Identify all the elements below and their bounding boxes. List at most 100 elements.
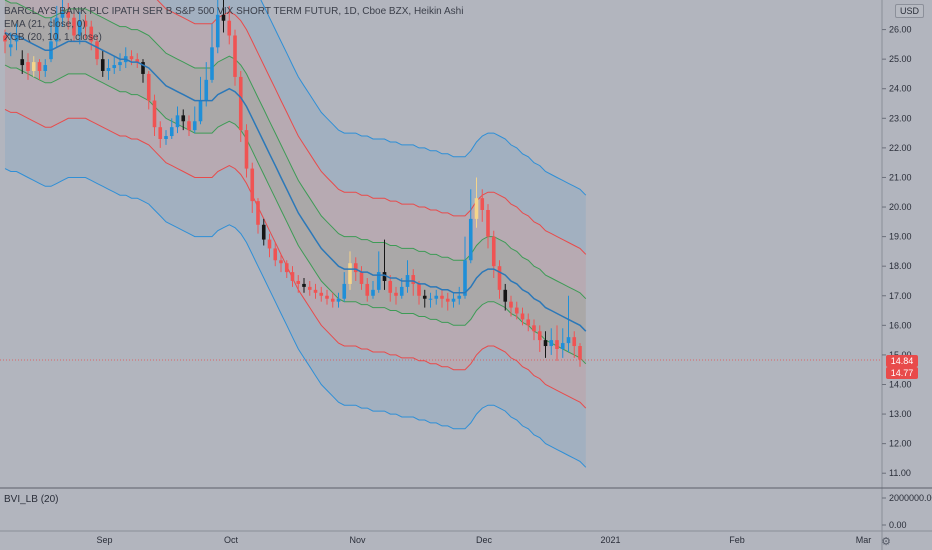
candle-body [572,337,577,347]
time-axis[interactable]: SepOctNovDec2021FebMarAprMayJun [0,530,932,545]
candle [509,295,513,317]
candle [72,11,76,42]
candle-body [118,62,122,66]
candle-body [3,35,7,42]
candle-body [578,346,582,360]
candle [233,29,237,86]
candle [457,286,462,305]
candle [279,254,283,273]
candle [8,32,13,57]
candle [221,0,226,33]
candle [37,59,42,80]
candle [296,275,301,293]
candle [26,53,30,80]
candle-body [66,11,71,18]
candle-body [480,198,485,210]
time-tick-label: Oct [224,535,239,545]
candle-body [543,340,548,347]
candle [152,94,157,137]
candlesticks [3,0,582,367]
time-tick-label: Mar [856,535,872,545]
candle-body [250,168,255,202]
candle-body [37,62,42,71]
candle-body [486,209,490,237]
price-axis[interactable]: 11.00 12.00 13.00 14.00 15.00 16.00 17.00 18.00… [881,0,912,550]
price-tick-label: 12.00 [889,439,912,449]
candle-body [256,201,260,225]
candle [491,230,496,279]
candle [319,286,324,302]
outer-band-fill-lower [5,109,586,468]
candle [261,218,266,246]
candle-body [520,313,525,320]
candle-body [451,298,456,302]
candle [422,289,427,308]
price-tick-label: 13.00 [889,409,912,419]
candle [394,286,398,305]
candle-body [31,62,36,71]
candle [503,283,508,311]
candle-body [325,295,329,299]
ema-line [4,31,587,332]
candle [543,331,548,358]
candle-body [233,35,237,77]
candle-body [417,283,421,296]
candle [336,292,341,308]
candle [192,106,197,134]
candle-body [60,11,65,18]
candle [428,292,433,308]
candle [434,289,439,305]
candle [20,50,25,74]
candle [250,162,255,213]
candle-body [307,286,312,290]
time-tick-label: Dec [476,535,493,545]
legend-ema[interactable]: EMA (21, close, 0) [4,19,86,30]
candle-body [376,272,381,290]
candle-body [468,218,473,261]
candle [54,5,59,48]
mid-band-lower [4,108,587,409]
outer-band-lower [4,168,587,468]
candle-body [77,20,82,36]
candle-body [158,127,163,140]
candle [290,266,295,287]
candle [227,5,232,45]
price-tick-label: 20.00 [889,202,912,212]
candle-body [365,283,370,296]
candle-body [566,337,571,344]
candle-body [279,260,283,264]
candle-body [428,298,433,300]
price-tick-label: 24.00 [889,84,912,94]
legend-xcb[interactable]: XCB (20, 10, 1, close) [4,32,102,43]
candle-body [394,292,398,296]
candle-body [20,59,25,66]
settings-gear-icon[interactable]: ⚙ [881,536,891,548]
candle-body [169,127,174,137]
candle [480,189,485,222]
candle-body [440,295,444,299]
candle [313,283,318,299]
candle [417,280,421,305]
candle-body [8,44,13,48]
candle [549,328,554,355]
candle [440,289,444,308]
time-tick-label: Sep [96,535,112,545]
candle-body [382,272,387,281]
candle-body [503,289,508,302]
candle [146,70,151,110]
candle-body [371,289,375,296]
ema-price-tag: 14.77 [886,367,918,379]
currency-button[interactable]: USD [894,4,924,18]
price-tick-label: 11.00 [889,468,911,478]
lower-pane-tick-label: 2000000.00 [889,493,932,503]
price-tick-label: 14.00 [889,379,912,389]
candle-body [359,272,364,284]
candle-body [474,198,479,219]
candle [365,278,370,302]
candle [158,121,163,148]
candle-body [330,298,335,302]
price-tick-label: 21.00 [889,172,912,182]
candle-body [89,26,94,42]
candle-body [238,76,243,131]
candle-body [319,292,324,296]
